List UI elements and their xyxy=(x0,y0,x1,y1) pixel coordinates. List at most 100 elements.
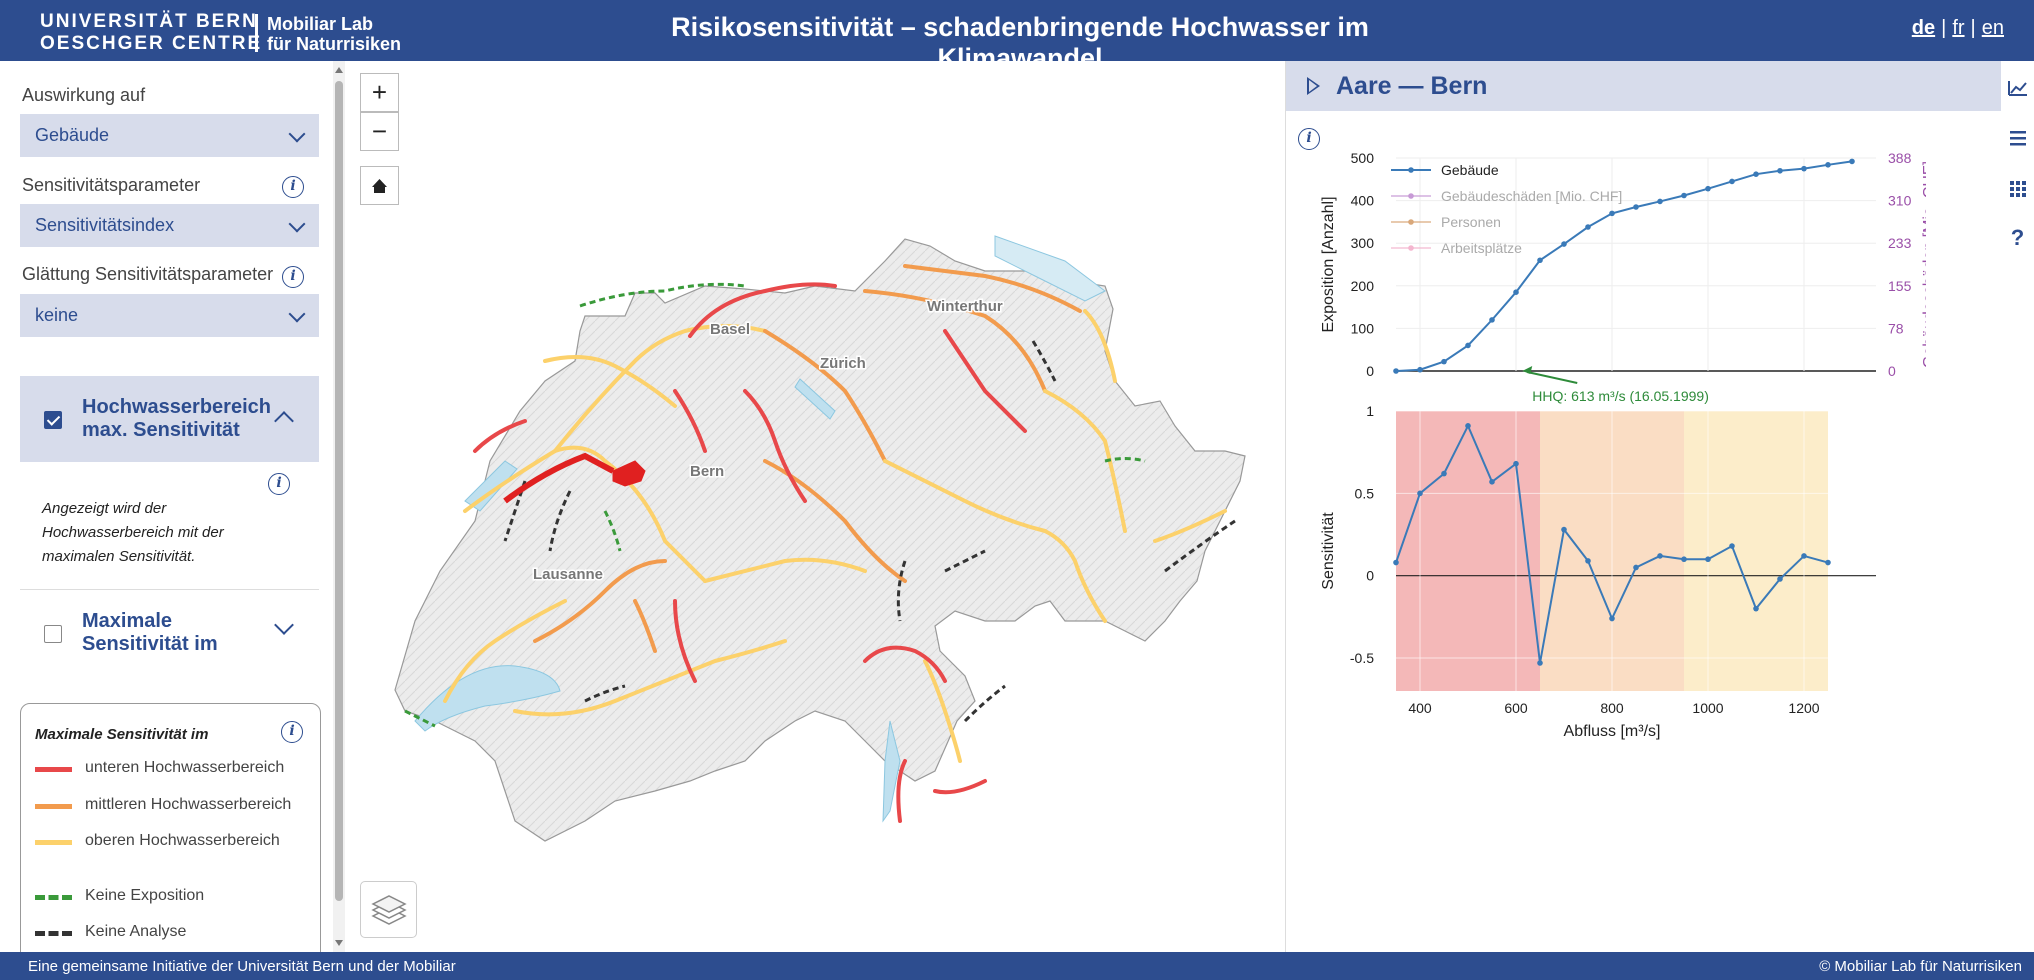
annotation-arrowhead xyxy=(1522,366,1533,374)
x-tick-label: 600 xyxy=(1504,700,1528,716)
data-point xyxy=(1393,368,1399,374)
legend-label: unteren Hochwasserbereich xyxy=(85,759,285,776)
info-icon[interactable]: i xyxy=(282,266,304,288)
page-title: Risikosensitivität – schadenbringende Ho… xyxy=(671,12,1369,73)
x-tick-label: 400 xyxy=(1408,700,1432,716)
switzerland-map[interactable]: Basel Zürich Winterthur Bern Lausanne xyxy=(345,61,1285,952)
series-line-gebaeude xyxy=(1395,160,1853,372)
data-point xyxy=(1609,210,1615,217)
legend-label: Gebäudeschäden [Mio. CHF] xyxy=(1441,188,1622,204)
logo-line-2: OESCHGER CENTRE xyxy=(40,33,263,54)
accordion-max-sensitivity-range[interactable]: Hochwasserbereich max. Sensitivität xyxy=(20,376,319,462)
scroll-up-arrow[interactable] xyxy=(335,67,343,73)
footer-copyright: © Mobiliar Lab für Naturrisiken xyxy=(1819,958,2022,975)
chevron-down-icon xyxy=(288,125,306,143)
legend-swatch xyxy=(35,767,72,772)
data-point xyxy=(1417,490,1423,497)
y2-tick-label: 0 xyxy=(1888,363,1896,379)
bern-highlight[interactable] xyxy=(612,460,646,487)
smoothing-label: Glättung Sensitivitätsparameter xyxy=(22,264,274,284)
city-label-winterthur: Winterthur xyxy=(927,298,1003,315)
map-view[interactable]: Basel Zürich Winterthur Bern Lausanne + … xyxy=(345,61,1285,952)
lake-maggiore xyxy=(882,720,901,823)
data-point xyxy=(1633,204,1639,210)
data-point xyxy=(1465,423,1471,429)
accordion-max-sensitivity-in[interactable]: Maximale Sensitivität im xyxy=(20,589,319,675)
lang-separator: | xyxy=(1941,17,1947,39)
y-tick-label: 400 xyxy=(1351,193,1375,209)
chevron-up-icon[interactable] xyxy=(274,411,294,431)
lang-de[interactable]: de xyxy=(1911,17,1936,39)
home-button[interactable] xyxy=(360,166,399,205)
chart-tool-button[interactable] xyxy=(2001,71,2034,105)
panel-header: Aare — Bern xyxy=(1286,61,2002,111)
legend-swatch xyxy=(35,931,72,936)
data-point xyxy=(1609,615,1615,622)
data-point xyxy=(1561,241,1567,247)
param-select[interactable]: Sensitivitätsindex xyxy=(20,204,319,247)
checkbox-max-sensitivity-range[interactable] xyxy=(44,411,62,429)
data-point xyxy=(1753,605,1759,612)
y-tick-label: 300 xyxy=(1351,235,1375,251)
range-band xyxy=(1396,411,1540,691)
data-point xyxy=(1441,358,1447,365)
line-chart-icon xyxy=(2008,81,2027,96)
legend-swatch xyxy=(35,840,72,845)
y-tick-label: 0 xyxy=(1366,568,1374,584)
data-point xyxy=(1825,162,1831,168)
country-outline xyxy=(394,238,1246,842)
legend-label: Personen xyxy=(1441,214,1501,230)
lang-en[interactable]: en xyxy=(1981,17,2004,39)
help-icon[interactable]: ? xyxy=(2010,225,2025,250)
data-point xyxy=(1537,660,1543,666)
data-point xyxy=(1513,289,1519,295)
zoom-out-button[interactable]: − xyxy=(360,112,399,151)
y-tick-label: 100 xyxy=(1351,320,1375,336)
info-icon[interactable]: i xyxy=(1298,128,1320,150)
accordion-body: i Angezeigt wird der Hochwasserbereich m… xyxy=(20,465,319,585)
info-icon[interactable]: i xyxy=(281,721,303,743)
list-tool-button[interactable] xyxy=(2001,121,2034,155)
language-switcher: de | fr | en xyxy=(1912,17,2004,40)
smoothing-select-value: keine xyxy=(35,305,79,325)
city-label-bern: Bern xyxy=(690,463,724,480)
lake-constance xyxy=(994,235,1106,302)
logo2-line-1: Mobiliar Lab xyxy=(267,14,374,34)
info-icon[interactable]: i xyxy=(282,176,304,198)
y-axis-label: Exposition [Anzahl] xyxy=(1320,196,1337,332)
checkbox-max-sensitivity-in[interactable] xyxy=(44,625,62,643)
play-icon[interactable] xyxy=(1307,77,1320,95)
panel-title: Aare — Bern xyxy=(1336,72,1488,100)
grid-tool-button[interactable] xyxy=(2001,171,2034,205)
scrollbar-thumb[interactable] xyxy=(335,81,343,901)
logo-separator xyxy=(255,14,258,52)
sensitivity-chart[interactable]: -0.5 0 0.5 1 400 600 800 1000 1200 Sensitivität Ab… xyxy=(1306,401,1926,741)
impact-select-value: Gebäude xyxy=(35,125,110,145)
aare-highlight[interactable] xyxy=(503,452,615,504)
data-point xyxy=(1585,558,1591,564)
layers-button[interactable] xyxy=(360,881,417,938)
legend-marker xyxy=(1408,245,1414,251)
x-tick-label: 1000 xyxy=(1692,700,1723,716)
lang-fr[interactable]: fr xyxy=(1952,17,1965,39)
y-tick-label: 200 xyxy=(1351,278,1375,294)
param-label: Sensitivitätsparameter xyxy=(22,175,201,195)
x-tick-label: 800 xyxy=(1600,700,1624,716)
unibe-logo[interactable]: UNIVERSITÄT BERN OESCHGER CENTRE xyxy=(40,11,262,55)
sidebar-scrollbar[interactable] xyxy=(333,61,345,952)
param-select-value: Sensitivitätsindex xyxy=(35,215,175,235)
impact-select[interactable]: Gebäude xyxy=(20,114,319,157)
exposure-chart[interactable]: 0 100 200 300 400 500 0 78 155 233 310 388 Expositio… xyxy=(1306,136,1926,406)
mobiliar-lab-logo[interactable]: Mobiliar Lab für Naturrisiken xyxy=(267,14,401,54)
chevron-down-icon[interactable] xyxy=(274,615,294,635)
y2-tick-label: 310 xyxy=(1888,193,1912,209)
y-tick-label: 500 xyxy=(1351,150,1375,166)
data-point xyxy=(1729,178,1735,185)
zoom-in-button[interactable]: + xyxy=(360,73,399,112)
data-point xyxy=(1489,317,1495,323)
scroll-down-arrow[interactable] xyxy=(335,940,343,946)
smoothing-select[interactable]: keine xyxy=(20,294,319,337)
sidebar: Auswirkung auf Gebäude Sensitivitätspara… xyxy=(0,61,333,952)
info-icon[interactable]: i xyxy=(268,473,290,495)
legend-label: Gebäude xyxy=(1441,162,1499,178)
